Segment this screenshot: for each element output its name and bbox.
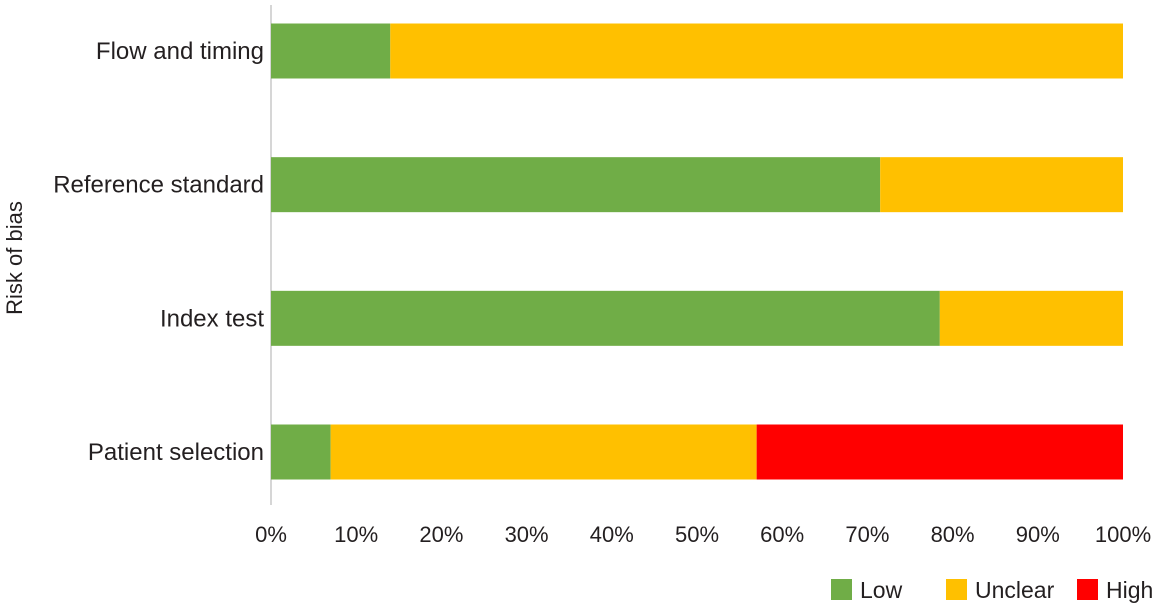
x-tick-label: 60%	[760, 522, 804, 547]
bar-segment-unclear-patient-selection	[330, 424, 757, 480]
legend-label-low: Low	[860, 577, 903, 603]
bar-segment-low-patient-selection	[271, 424, 331, 480]
category-label: Reference standard	[53, 172, 264, 199]
category-label: Flow and timing	[96, 38, 264, 65]
x-tick-label: 40%	[590, 522, 634, 547]
bar-segment-unclear-index-test	[939, 290, 1123, 346]
bar-segment-unclear-flow-and-timing	[390, 23, 1123, 79]
legend-label-high: High	[1106, 577, 1153, 603]
bars-group	[271, 23, 1123, 480]
legend-label-unclear: Unclear	[975, 577, 1055, 603]
x-tick-label: 0%	[255, 522, 287, 547]
x-tick-label: 20%	[419, 522, 463, 547]
x-tick-label: 90%	[1016, 522, 1060, 547]
x-tick-label: 10%	[334, 522, 378, 547]
bar-segment-unclear-reference-standard	[880, 157, 1123, 213]
bar-segment-low-index-test	[271, 290, 940, 346]
legend-swatch-high	[1077, 579, 1098, 600]
bar-segment-low-reference-standard	[271, 157, 881, 213]
x-tick-label: 70%	[845, 522, 889, 547]
legend: Low Unclear High	[831, 577, 1153, 603]
legend-swatch-unclear	[946, 579, 967, 600]
category-label: Index test	[160, 305, 264, 332]
x-tick-label: 80%	[931, 522, 975, 547]
category-labels: Patient selection Index test Reference sta…	[53, 38, 264, 466]
y-axis-title: Risk of bias	[2, 201, 27, 315]
x-tick-label: 30%	[505, 522, 549, 547]
x-tick-label: 50%	[675, 522, 719, 547]
bar-segment-low-flow-and-timing	[271, 23, 391, 79]
x-tick-label: 100%	[1095, 522, 1151, 547]
category-label: Patient selection	[88, 439, 264, 466]
x-tick-labels: 0% 10% 20% 30% 40% 50% 60% 70% 80% 90% 100%	[255, 522, 1151, 547]
bar-segment-high-patient-selection	[756, 424, 1123, 480]
legend-swatch-low	[831, 579, 852, 600]
